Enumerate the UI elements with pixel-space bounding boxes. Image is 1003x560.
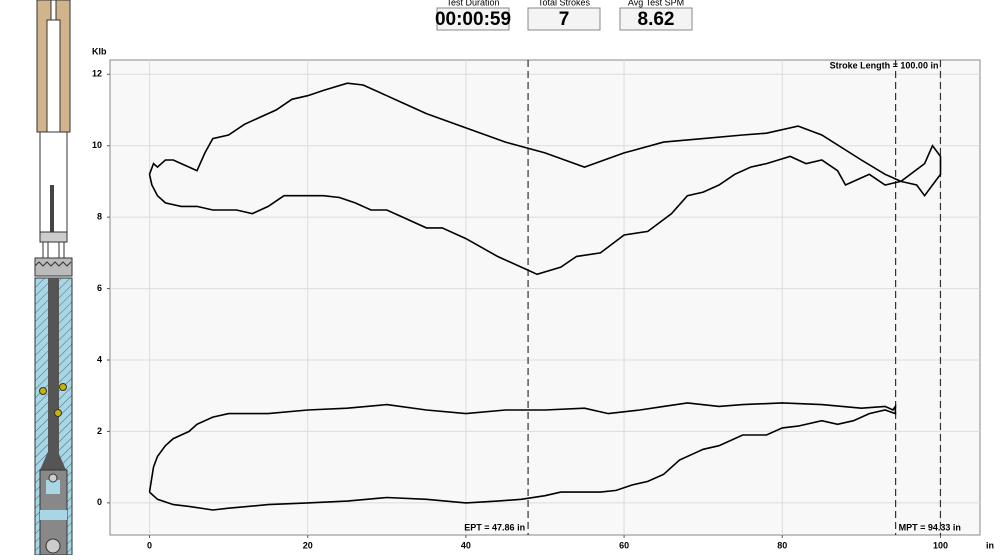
card-line xyxy=(148,82,942,276)
pump-diagram xyxy=(34,0,73,556)
y-tick-label: 4 xyxy=(97,354,102,364)
x-tick-label: 60 xyxy=(619,540,629,550)
readout-box xyxy=(436,7,510,31)
readout-value: 00:00:59 xyxy=(435,9,511,30)
readout-label: Total Strokes xyxy=(538,0,591,7)
y-tick-label: 0 xyxy=(97,497,102,507)
y-tick-label: 12 xyxy=(92,69,102,79)
plot-area xyxy=(109,59,981,536)
y-tick-label: 10 xyxy=(92,140,102,150)
y-tick-label: 2 xyxy=(97,426,102,436)
y-axis-label: Klb xyxy=(92,46,107,56)
y-tick-label: 8 xyxy=(97,212,102,222)
marker-label: Stroke Length = 100.00 in xyxy=(830,60,939,70)
readout-value: 8.62 xyxy=(638,9,675,30)
marker-label: MPT = 94.33 in xyxy=(899,522,961,532)
y-tick-label: 6 xyxy=(97,283,102,293)
card-line xyxy=(148,402,897,511)
x-axis-label: in xyxy=(986,540,994,550)
marker-label: EPT = 47.86 in xyxy=(464,522,525,532)
readout-label: Test Duration xyxy=(446,0,499,7)
readout-label: Avg Test SPM xyxy=(628,0,684,7)
x-tick-label: 80 xyxy=(777,540,787,550)
readout-box xyxy=(527,7,601,31)
x-tick-label: 0 xyxy=(147,540,152,550)
x-tick-label: 100 xyxy=(933,540,948,550)
x-tick-label: 20 xyxy=(303,540,313,550)
readout-value: 7 xyxy=(559,9,570,30)
x-tick-label: 40 xyxy=(461,540,471,550)
readout-box xyxy=(619,7,693,31)
